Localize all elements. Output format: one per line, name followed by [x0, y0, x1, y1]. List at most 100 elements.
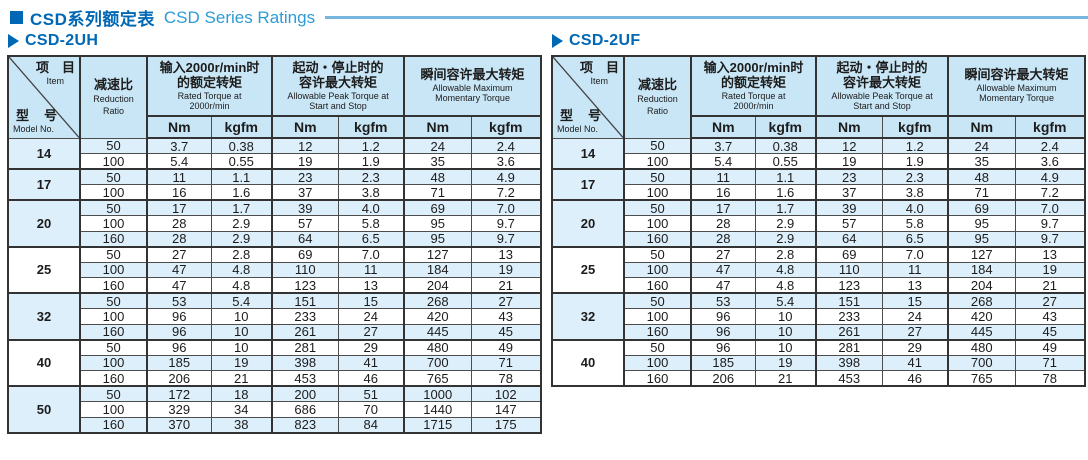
value-cell: 7.2: [1014, 184, 1086, 201]
table-row: 100 16 1.6 37 3.8 71 7.2: [8, 184, 542, 201]
item-model-corner-cell: 项 目 Item 型 号 Model No.: [7, 55, 81, 139]
value-cell: 4.8: [754, 277, 818, 294]
value-cell: 39: [815, 199, 883, 216]
value-cell: 206: [690, 370, 756, 387]
table-row: 25 50 27 2.8 69 7.0 127 13: [7, 246, 542, 294]
title-rule-line: [325, 16, 1088, 19]
table-row: 50 50 172 18 200 51 1000 102: [7, 385, 542, 434]
table-row: 160 370 38 823 84 1715 175: [8, 416, 542, 434]
value-cell: 27: [146, 246, 212, 263]
value-cell: 281: [815, 339, 883, 356]
value-cell: 24: [337, 308, 406, 325]
value-cell: 127: [947, 246, 1016, 263]
value-cell: 29: [337, 339, 406, 356]
value-cell: 35: [403, 153, 472, 170]
table-row: 100 28 2.9 57 5.8 95 9.7: [8, 215, 542, 232]
table-row: 160 28 2.9 64 6.5 95 9.7: [8, 230, 542, 248]
group-header-en: 2000r/min: [189, 100, 230, 111]
value-cell: 28: [146, 215, 212, 232]
value-cell: 47: [690, 261, 756, 278]
item-model-corner-cell: 项 目 Item 型 号 Model No.: [551, 55, 625, 139]
value-cell: 4.0: [881, 199, 950, 216]
value-cell: 9.7: [470, 230, 542, 248]
reduction-ratio-cell: 50: [623, 339, 692, 356]
table-row: 100 96 10 233 24 420 43: [8, 308, 542, 325]
value-cell: 53: [146, 292, 212, 309]
group-header-en: Allowable Maximum: [432, 83, 513, 94]
value-cell: 21: [754, 370, 818, 387]
value-cell: 43: [470, 308, 542, 325]
value-cell: 206: [146, 370, 212, 387]
value-cell: 11: [690, 168, 756, 185]
value-cell: 172: [146, 385, 212, 402]
value-cell: 200: [271, 385, 339, 402]
value-cell: 27: [881, 323, 950, 341]
reduction-ratio-cell: 50: [79, 385, 148, 402]
value-cell: 2.8: [754, 246, 818, 263]
value-cell: 268: [403, 292, 472, 309]
model-no-cell: 50: [7, 385, 81, 434]
value-cell: 71: [1014, 354, 1086, 371]
table-header-groups: 项 目 Item 型 号 Model No. 减速比 Reduction Ra: [551, 55, 1087, 139]
value-cell: 13: [881, 277, 950, 294]
reduction-ratio-cell: 160: [623, 323, 692, 341]
value-cell: 11: [146, 168, 212, 185]
unit-nm-header: Nm: [271, 115, 339, 139]
model-label-en: Model No.: [13, 124, 55, 135]
value-cell: 2.9: [754, 215, 818, 232]
value-cell: 84: [337, 416, 406, 434]
value-cell: 39: [271, 199, 339, 216]
value-cell: 69: [947, 199, 1016, 216]
value-cell: 37: [271, 184, 339, 201]
value-cell: 233: [815, 308, 883, 325]
table-row: 160 206 21 453 46 765 78: [552, 370, 1086, 387]
table-row: 100 329 34 686 70 1440 147: [8, 401, 542, 418]
value-cell: 110: [815, 261, 883, 278]
table-row: 17 50 11 1.1 23 2.3 48 4.9: [551, 168, 1086, 201]
table-row: 20 50 17 1.7 39 4.0 69 7.0: [7, 199, 542, 248]
table-row: 160 47 4.8 123 13 204 21: [552, 277, 1086, 294]
value-cell: 9.7: [1014, 215, 1086, 232]
value-cell: 28: [146, 230, 212, 248]
value-cell: 700: [947, 354, 1016, 371]
table-section-csd-2uh: CSD-2UH 项 目 Item: [7, 28, 543, 434]
value-cell: 233: [271, 308, 339, 325]
value-cell: 123: [815, 277, 883, 294]
value-cell: 5.8: [337, 215, 406, 232]
table-row: 14 50 3.7 0.38 12 1.2 24 2.4: [551, 137, 1086, 170]
reduction-ratio-cell: 50: [623, 137, 692, 154]
table-row: 20 50 17 1.7 39 4.0 69 7.0: [551, 199, 1086, 248]
value-cell: 5.4: [210, 292, 274, 309]
reduction-ratio-cell: 100: [623, 215, 692, 232]
value-cell: 48: [947, 168, 1016, 185]
value-cell: 53: [690, 292, 756, 309]
reduction-ratio-cell: 100: [623, 308, 692, 325]
table-row: 100 28 2.9 57 5.8 95 9.7: [552, 215, 1086, 232]
value-cell: 96: [146, 308, 212, 325]
value-cell: 7.0: [470, 199, 542, 216]
table-row: 32 50 53 5.4 151 15 268 27: [7, 292, 542, 341]
value-cell: 10: [754, 308, 818, 325]
group-header-zh: 容许最大转矩: [843, 74, 922, 90]
reduction-ratio-cell: 160: [79, 416, 148, 434]
value-cell: 17: [146, 199, 212, 216]
ratio-header-en2: Ratio: [102, 105, 124, 116]
value-cell: 23: [815, 168, 883, 185]
item-label-zh: 项 目: [579, 60, 619, 75]
unit-kgfm-header: kgfm: [337, 115, 406, 139]
value-cell: 96: [690, 308, 756, 325]
reduction-ratio-cell: 100: [79, 153, 148, 170]
value-cell: 127: [403, 246, 472, 263]
value-cell: 370: [146, 416, 212, 434]
unit-nm-header: Nm: [815, 115, 883, 139]
unit-kgfm-header: kgfm: [881, 115, 950, 139]
value-cell: 1.6: [210, 184, 274, 201]
table-row: 160 47 4.8 123 13 204 21: [8, 277, 542, 294]
table-row: 32 50 53 5.4 151 15 268 27: [551, 292, 1086, 341]
value-cell: 19: [271, 153, 339, 170]
value-cell: 96: [690, 339, 756, 356]
value-cell: 281: [271, 339, 339, 356]
value-cell: 445: [403, 323, 472, 341]
group-header-en: Rated Torque at: [721, 90, 786, 101]
group-header-zh: 的额定转矩: [721, 74, 787, 90]
